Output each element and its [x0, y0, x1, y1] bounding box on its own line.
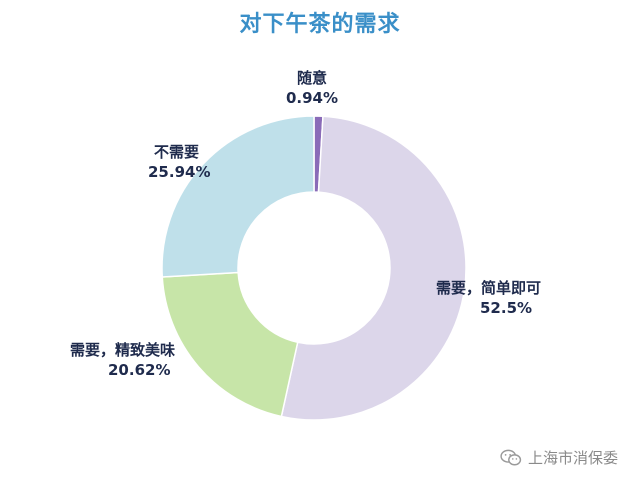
watermark-text: 上海市消保委 [527, 449, 618, 467]
wechat-icon [500, 449, 522, 465]
slice-percent: 20.62% [108, 361, 171, 379]
slice-name: 需要，精致美味 [70, 341, 176, 359]
slice-no-need [161, 115, 315, 278]
slice-percent: 0.94% [285, 89, 339, 107]
slice-percent: 52.5% [480, 299, 533, 317]
slice-label-need-refined: 需要，精致美味 20.62% [70, 340, 175, 380]
slice-label-casual: 随意 0.94% [280, 68, 344, 108]
slice-percent: 25.94% [148, 163, 211, 181]
watermark: 上海市消保委 [500, 447, 618, 468]
slice-name: 需要，简单即可 [436, 279, 542, 297]
slice-label-need-simple: 需要，简单即可 52.5% [436, 278, 541, 318]
slice-name: 不需要 [154, 143, 200, 161]
chart-title: 对下午茶的需求 [239, 12, 401, 37]
slice-need-refined [161, 271, 299, 418]
slice-need-simple [280, 115, 467, 421]
slice-name: 随意 [296, 69, 327, 87]
slice-label-no-need: 不需要 25.94% [148, 142, 210, 182]
